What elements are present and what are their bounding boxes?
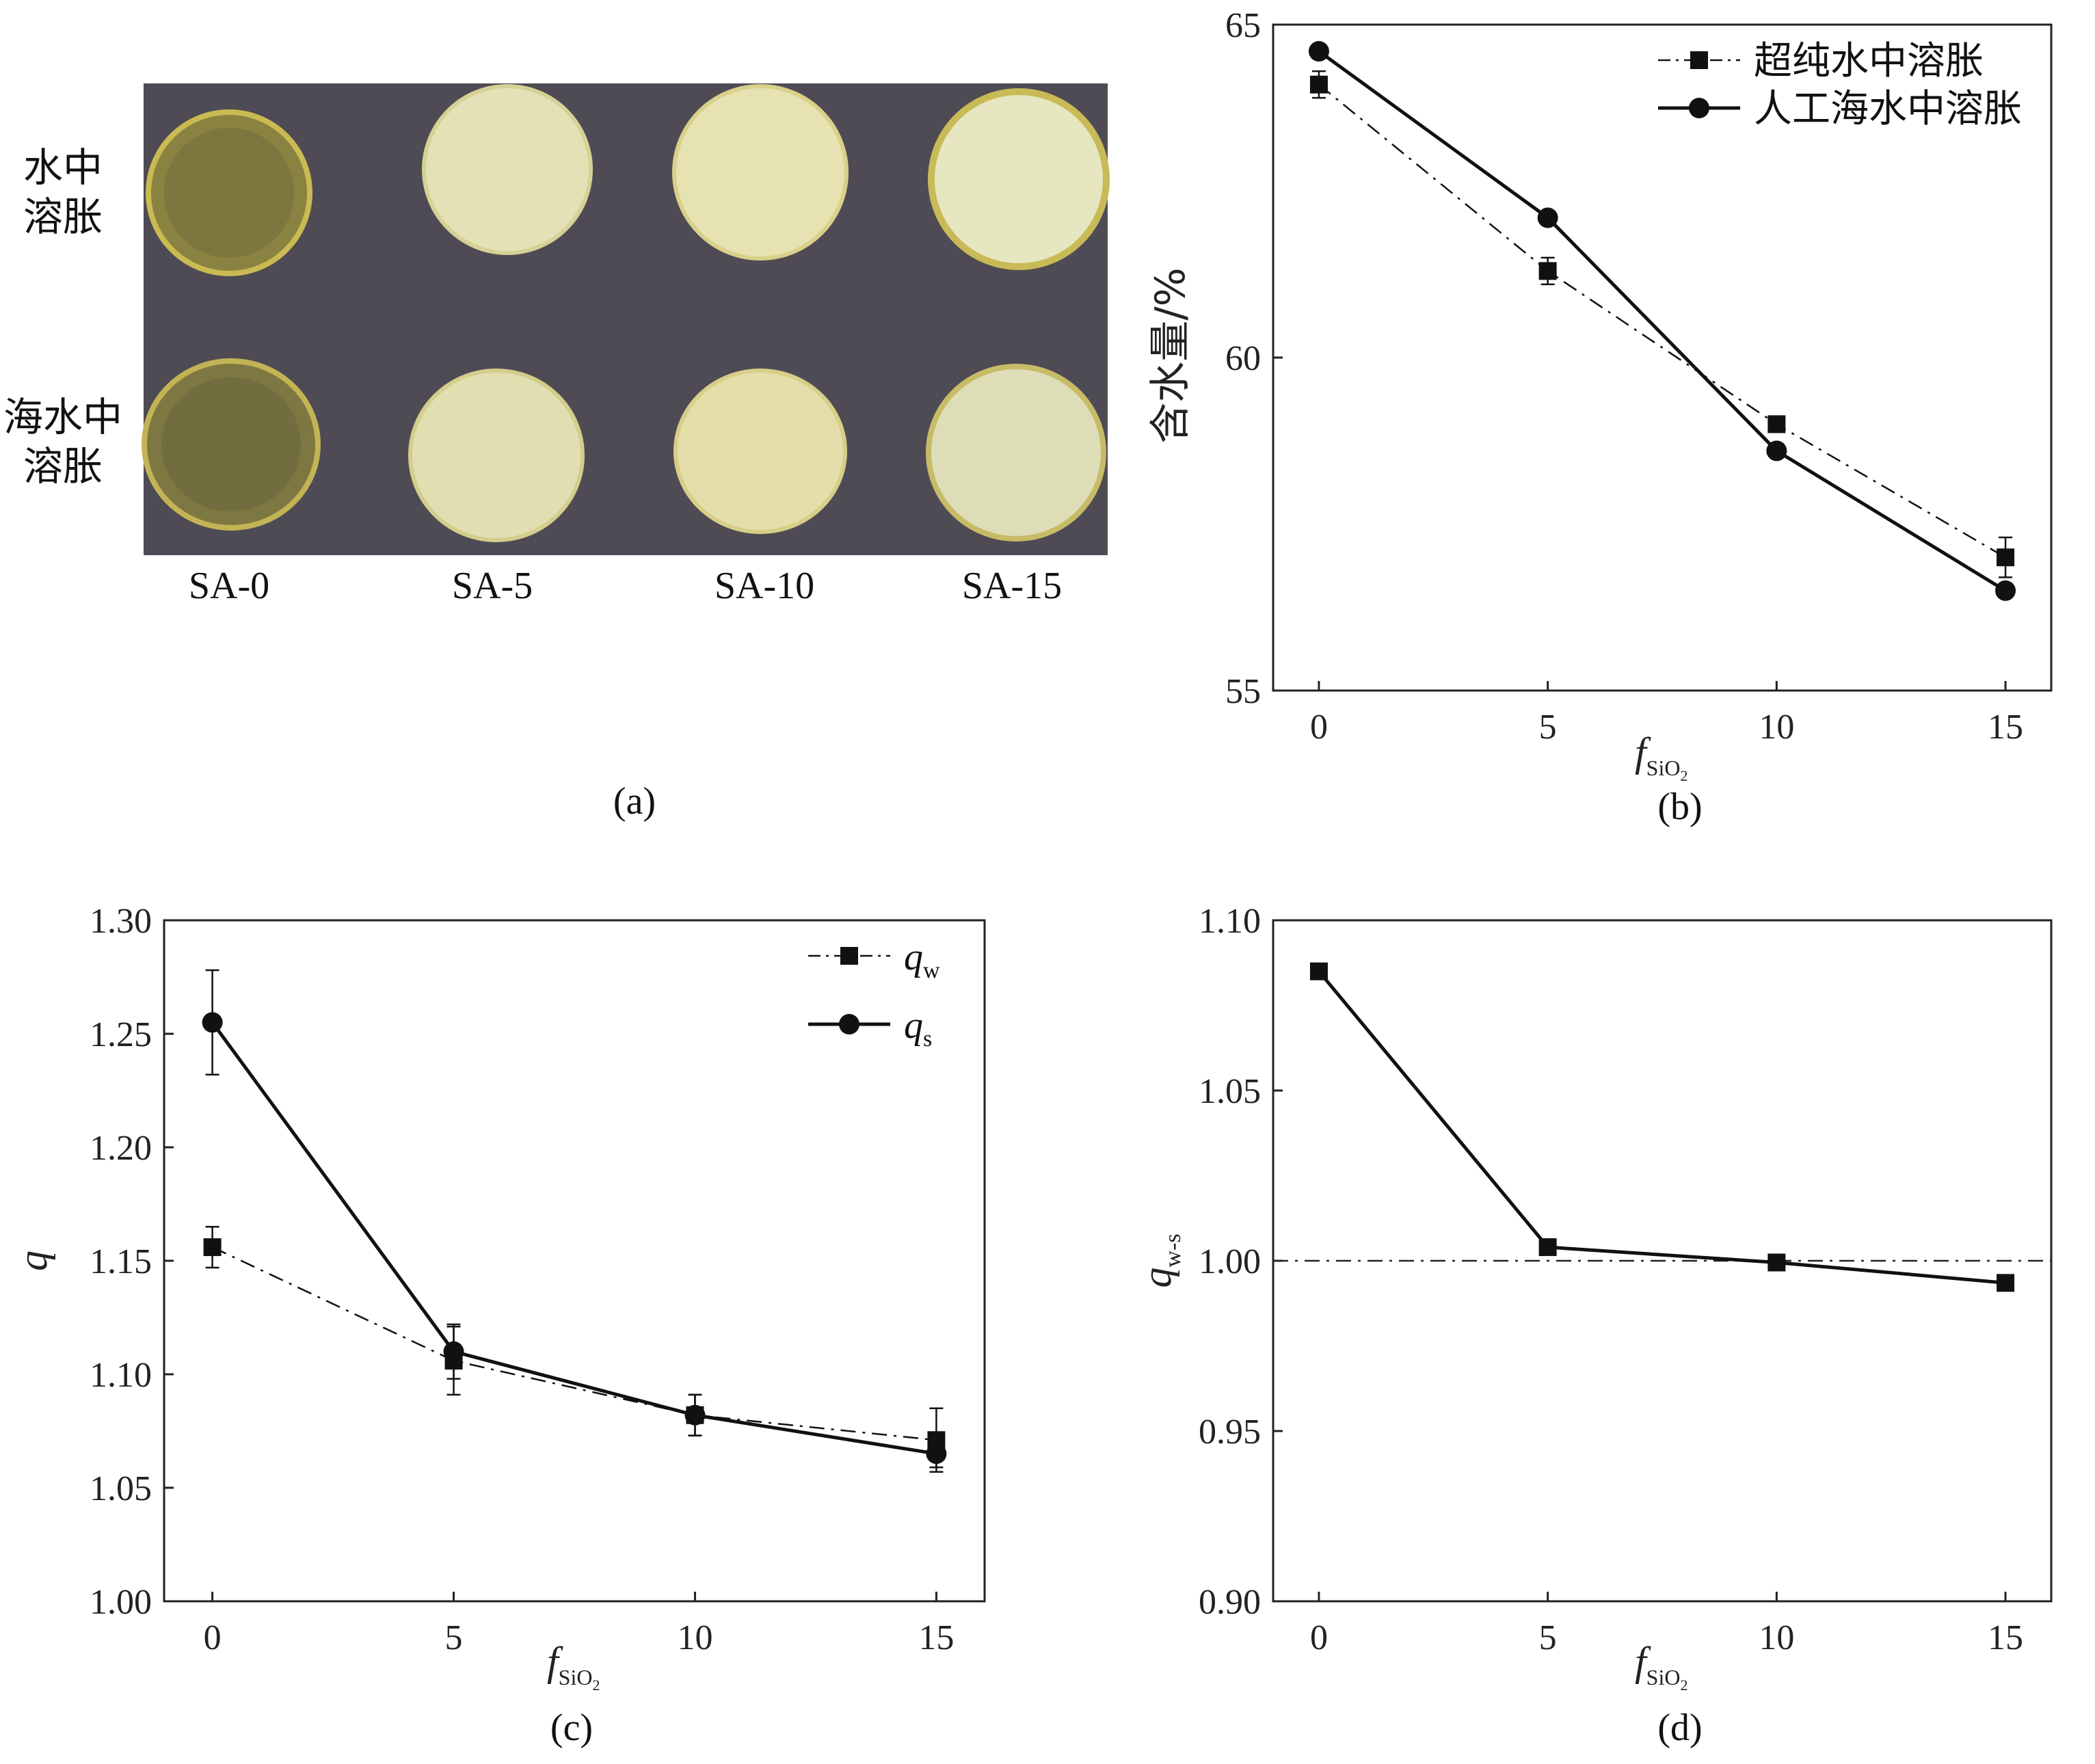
caption-a: (a) [613,780,656,823]
sample-label-sa10: SA-10 [715,565,814,607]
x-axis-label-b: fSiO2 [1635,730,1687,784]
data-point-circle-b [1766,440,1787,462]
caption-c: (c) [550,1707,593,1749]
x-tick-label-b: 10 [1759,708,1794,747]
series-line-d-0 [1318,970,2006,1285]
x-tick-label-c: 5 [445,1618,463,1657]
disc-sa5-water [422,84,593,255]
sample-label-sa5: SA-5 [452,565,533,607]
x-tick-label-d: 0 [1310,1618,1328,1657]
data-point-circle-c [443,1341,464,1362]
y-tick-label-c: 1.10 [90,1356,152,1395]
series-line-c-0 [212,1246,937,1441]
panel-d-chart: 0 5 10 15 0.90 0.95 1.00 1.05 1.10 fSiO2 qw-s (d) [1134,902,2053,1749]
data-point-circle-c [684,1404,706,1426]
row-label-water-line2: 溶胀 [23,193,103,240]
y-axis-label-b: 含水量/% [1147,267,1195,443]
legend-marker-b [1689,98,1709,118]
data-point-circle-c [202,1012,223,1033]
series-line-b-1 [1318,49,2007,593]
y-tick-label-d: 1.00 [1199,1242,1261,1281]
legend-marker-c [840,947,858,965]
series-line-c-1 [211,1021,937,1456]
disc-sa0-seawater-inner [161,377,301,511]
disc-sa15-water [928,88,1110,270]
y-tick-label-b: 65 [1225,6,1261,45]
y-axis-label-d: qw-s [1134,1233,1186,1287]
row-label-seawater-line1: 海水中 [3,394,122,440]
row-label-seawater-line2: 溶胀 [23,443,103,490]
data-point-square-b [1538,262,1557,280]
y-tick-label-c: 1.30 [90,902,152,941]
data-point-square-d [1309,962,1328,980]
y-axis-label-c: q [10,1251,55,1271]
y-tick-label-b: 60 [1225,339,1261,378]
row-label-water-line1: 水中 [23,144,103,191]
y-tick-label-d: 1.05 [1199,1072,1261,1111]
data-point-circle-b [1537,207,1558,228]
x-tick-label-d: 5 [1539,1618,1557,1657]
x-tick-label-d: 15 [1988,1618,2023,1657]
disc-sa5-seawater [408,369,585,542]
disc-sa10-seawater [673,369,847,534]
data-point-square-d [1538,1238,1557,1257]
data-point-circle-b [1995,580,2016,601]
data-point-square-b [1767,415,1786,433]
legend-label-b: 超纯水中溶胀 [1754,39,1984,83]
disc-sa15-seawater [926,364,1106,542]
x-tick-label-d: 10 [1759,1618,1794,1657]
legend-marker-c [839,1014,859,1034]
y-tick-label-b: 55 [1225,672,1261,711]
y-tick-label-c: 1.15 [90,1242,152,1281]
series-line-b-0 [1318,83,2006,559]
x-tick-label-b: 15 [1988,708,2023,747]
caption-b: (b) [1657,786,1702,828]
y-tick-label-c: 1.05 [90,1469,152,1508]
x-tick-label-c: 15 [918,1618,954,1657]
data-point-square-b [1309,75,1328,94]
y-tick-label-d: 1.10 [1199,902,1261,941]
y-tick-label-d: 0.90 [1199,1583,1261,1622]
data-point-square-b [1997,548,2015,567]
disc-sa10-water [672,84,849,260]
data-point-circle-b [1308,40,1329,62]
legend-label-b: 人工海水中溶胀 [1754,87,2022,131]
disc-sa0-water-inner [164,128,294,258]
data-point-circle-c [926,1443,947,1465]
x-axis-label-d: fSiO2 [1635,1639,1687,1694]
panel-c-chart: 0 5 10 15 1.00 1.05 1.10 1.15 1.20 1.25 1.30 fSiO2 q… [10,902,986,1749]
sample-label-sa15: SA-15 [962,565,1062,607]
x-tick-label-b: 5 [1539,708,1557,747]
data-point-square-d [1997,1274,2015,1292]
y-tick-label-c: 1.00 [90,1583,152,1622]
y-tick-label-c: 1.20 [90,1129,152,1168]
caption-d: (d) [1657,1707,1702,1749]
legend-marker-b [1690,51,1708,69]
legend-label-c: qw [904,936,940,983]
y-tick-label-c: 1.25 [90,1015,152,1054]
y-tick-label-d: 0.95 [1199,1413,1261,1452]
x-tick-label-b: 0 [1310,708,1328,747]
data-point-square-d [1767,1253,1786,1272]
x-axis-label-c: fSiO2 [547,1639,600,1694]
legend-label-c: qs [904,1004,932,1052]
sample-label-sa0: SA-0 [189,565,269,607]
plot-frame-c [163,919,986,1603]
x-tick-label-c: 10 [677,1618,712,1657]
x-tick-label-c: 0 [204,1618,222,1657]
data-point-square-c [203,1238,222,1257]
panel-a-photo: 水中 溶胀 海水中 溶胀 SA-0 SA-5 SA-10 SA-15 (a) [3,83,1110,823]
